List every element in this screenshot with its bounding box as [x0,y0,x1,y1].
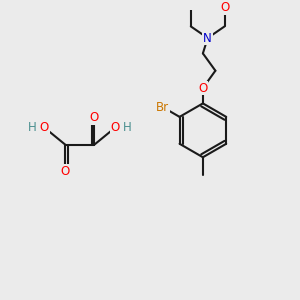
Text: N: N [203,32,212,44]
Text: H: H [122,121,131,134]
Text: O: O [220,1,229,14]
Text: N: N [203,32,212,44]
Text: O: O [198,82,208,94]
Text: H: H [28,121,37,134]
Text: O: O [61,165,70,178]
Text: O: O [40,121,49,134]
Text: Br: Br [156,101,170,114]
Text: O: O [111,121,120,134]
Text: O: O [90,111,99,124]
